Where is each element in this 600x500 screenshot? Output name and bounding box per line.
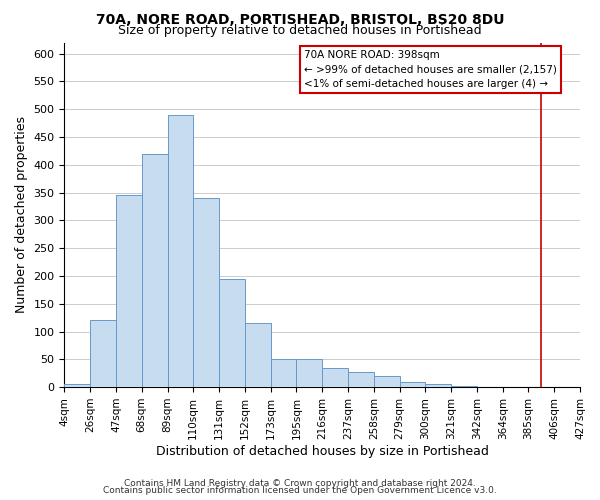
Bar	[271, 360, 296, 387]
Bar	[245, 323, 271, 387]
Text: Size of property relative to detached houses in Portishead: Size of property relative to detached ho…	[118, 24, 482, 37]
Bar	[116, 196, 142, 387]
Bar	[193, 198, 219, 387]
Text: Contains public sector information licensed under the Open Government Licence v3: Contains public sector information licen…	[103, 486, 497, 495]
Bar	[296, 360, 322, 387]
Text: 70A NORE ROAD: 398sqm
← >99% of detached houses are smaller (2,157)
<1% of semi-: 70A NORE ROAD: 398sqm ← >99% of detached…	[304, 50, 557, 88]
Bar	[90, 320, 116, 387]
Bar	[477, 386, 503, 387]
Bar	[142, 154, 167, 387]
Text: Contains HM Land Registry data © Crown copyright and database right 2024.: Contains HM Land Registry data © Crown c…	[124, 478, 476, 488]
Bar	[529, 386, 554, 387]
X-axis label: Distribution of detached houses by size in Portishead: Distribution of detached houses by size …	[156, 444, 488, 458]
Bar	[64, 384, 90, 387]
Bar	[322, 368, 348, 387]
Bar	[374, 376, 400, 387]
Bar	[348, 372, 374, 387]
Bar	[503, 386, 529, 387]
Bar	[167, 115, 193, 387]
Bar	[451, 386, 477, 387]
Bar	[219, 278, 245, 387]
Bar	[400, 382, 425, 387]
Text: 70A, NORE ROAD, PORTISHEAD, BRISTOL, BS20 8DU: 70A, NORE ROAD, PORTISHEAD, BRISTOL, BS2…	[96, 12, 504, 26]
Y-axis label: Number of detached properties: Number of detached properties	[15, 116, 28, 314]
Bar	[425, 384, 451, 387]
